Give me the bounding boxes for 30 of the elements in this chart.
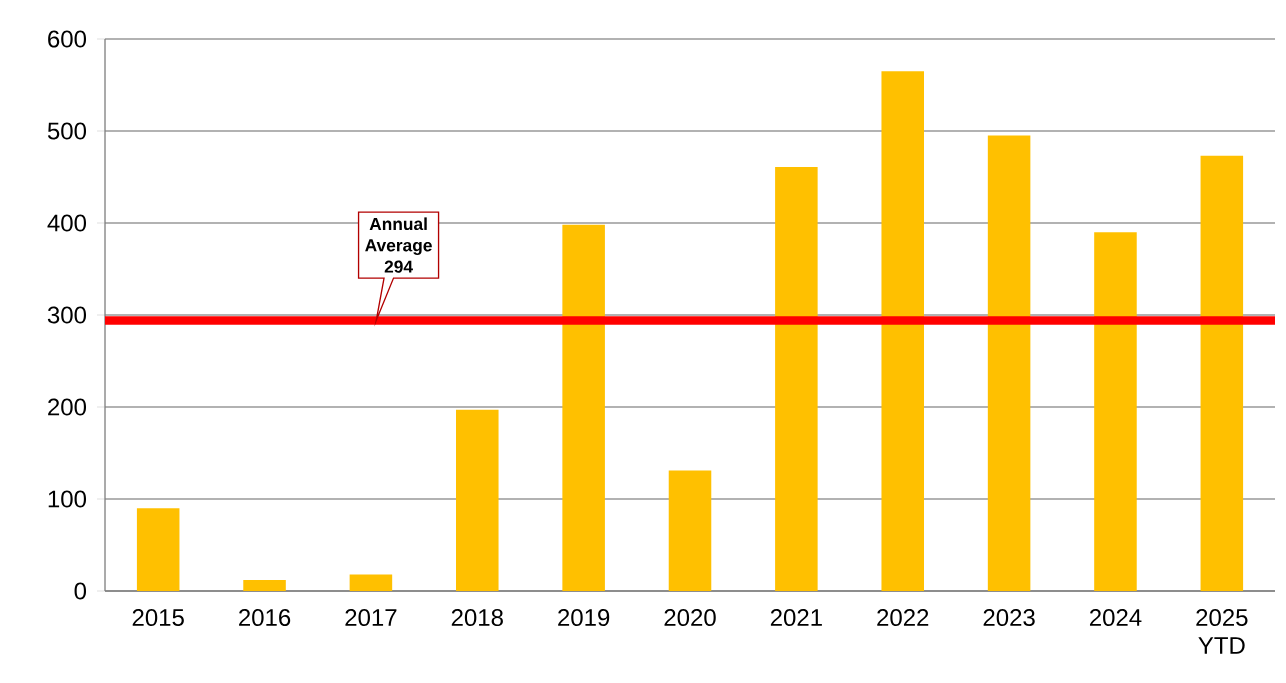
y-tick-label: 200 <box>48 398 87 416</box>
x-tick-label: 2018 <box>451 609 503 627</box>
bar <box>668 470 712 591</box>
x-tick-label: 2022 <box>877 609 929 627</box>
bar <box>243 579 286 591</box>
bar <box>136 508 180 591</box>
x-tick-label: 2021 <box>770 609 822 627</box>
y-tick-label: 500 <box>47 122 87 140</box>
bar <box>1200 155 1244 591</box>
x-tick-label: 2025 YTD <box>1196 609 1248 654</box>
x-tick-label: 2019 <box>558 609 610 627</box>
y-tick-label: 300 <box>47 306 87 324</box>
bar <box>775 166 818 591</box>
x-tick-label: 2017 <box>345 609 397 627</box>
bar <box>562 224 605 591</box>
x-tick-label: 2016 <box>239 609 291 627</box>
x-tick-label: 2024 <box>1089 609 1142 627</box>
bar <box>456 409 499 591</box>
x-tick-label: 2015 <box>132 609 184 627</box>
bar <box>349 574 393 591</box>
bar <box>1094 232 1137 591</box>
y-tick-label: 600 <box>48 30 87 48</box>
bar <box>881 71 925 591</box>
x-tick-label: 2023 <box>983 609 1035 627</box>
y-tick-label: 400 <box>47 214 87 232</box>
y-tick-label: 0 <box>74 582 87 600</box>
bar <box>987 135 1031 591</box>
y-tick-label: 100 <box>48 490 87 508</box>
x-tick-label: 2020 <box>664 609 716 627</box>
ref-line-label: Annual Average 294 <box>365 217 432 273</box>
